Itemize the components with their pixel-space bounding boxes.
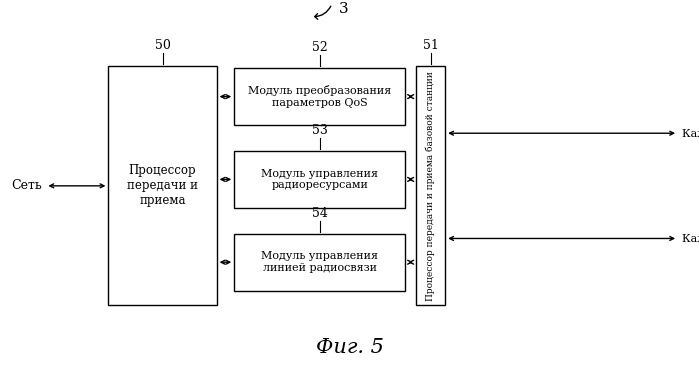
Text: 54: 54 <box>312 207 328 220</box>
Text: 3: 3 <box>339 2 349 16</box>
Text: 53: 53 <box>312 124 328 137</box>
Text: Каждая базовая станция: Каждая базовая станция <box>682 128 699 138</box>
Bar <box>108 66 217 305</box>
Text: Фиг. 5: Фиг. 5 <box>315 338 384 357</box>
Bar <box>416 66 445 305</box>
Text: Каждая базовая станция: Каждая базовая станция <box>682 233 699 244</box>
Text: Сеть: Сеть <box>11 179 42 192</box>
Text: 51: 51 <box>423 39 438 53</box>
Text: Процессор передачи и приема базовой станции: Процессор передачи и приема базовой стан… <box>426 71 435 301</box>
Text: 50: 50 <box>154 39 171 53</box>
Text: Процессор
передачи и
приема: Процессор передачи и приема <box>127 164 198 207</box>
Bar <box>234 234 405 291</box>
Text: 52: 52 <box>312 41 328 54</box>
Bar <box>234 68 405 125</box>
Text: Модуль преобразования
параметров QoS: Модуль преобразования параметров QoS <box>248 85 391 108</box>
Bar <box>234 151 405 208</box>
Text: Модуль управления
радиоресурсами: Модуль управления радиоресурсами <box>261 169 378 190</box>
Text: Модуль управления
линией радиосвязи: Модуль управления линией радиосвязи <box>261 251 378 273</box>
